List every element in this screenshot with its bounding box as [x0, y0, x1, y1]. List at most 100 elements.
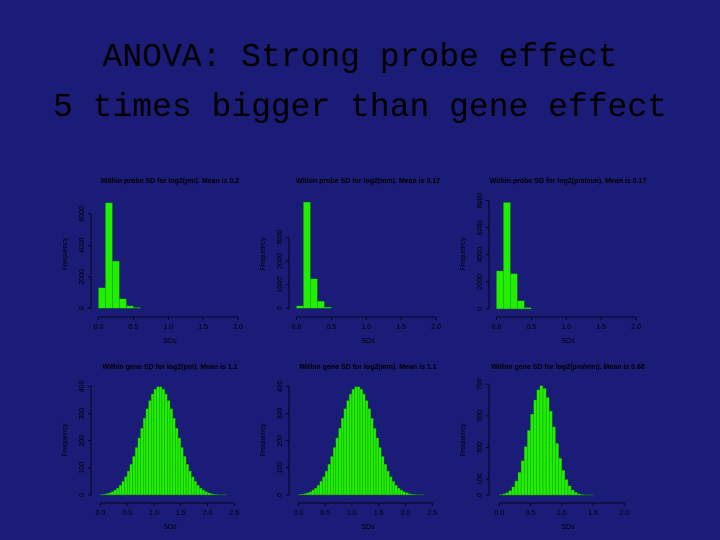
x-tick-label: 0.0: [293, 510, 303, 517]
histogram-bar: [324, 470, 329, 496]
x-tick-label: 1.5: [596, 324, 606, 331]
histogram-bar: [177, 437, 181, 496]
histogram-bar: [555, 443, 559, 496]
y-axis-label: Frequency: [62, 423, 69, 457]
histogram-bar: [143, 417, 147, 496]
x-tick-label: 1.0: [347, 510, 357, 517]
x-axis-label: SDs: [163, 338, 177, 345]
x-tick-label: 1.5: [396, 324, 406, 331]
histogram-bar: [558, 458, 562, 496]
histogram-bar: [137, 437, 141, 496]
histogram-bar: [134, 447, 139, 496]
histogram-bar: [319, 481, 323, 496]
x-axis-label: SDs: [163, 524, 177, 531]
y-tick-label: 0: [477, 493, 484, 497]
y-tick-label: 8000: [477, 193, 484, 209]
histogram-bar: [561, 470, 566, 496]
histogram-bar: [335, 437, 339, 496]
histogram-bar: [378, 447, 382, 496]
histogram-bar: [351, 388, 355, 496]
histogram-bar: [169, 408, 173, 496]
histogram-bar: [311, 489, 315, 496]
x-tick-label: 0.0: [95, 510, 105, 517]
histogram-bar: [373, 428, 377, 496]
x-tick-label: 2.5: [229, 510, 239, 517]
x-tick-label: 0.0: [292, 324, 302, 331]
x-tick-label: 1.5: [588, 510, 598, 517]
histogram-bar: [510, 273, 518, 310]
y-tick-label: 100: [79, 462, 86, 474]
y-tick-label: 300: [79, 408, 86, 420]
y-tick-label: 500: [477, 410, 484, 422]
histogram-bar: [112, 260, 120, 309]
histogram-bar: [508, 490, 512, 496]
y-tick-label: 0: [79, 306, 86, 310]
x-axis-label: SDs: [561, 524, 575, 531]
y-tick-label: 4000: [477, 247, 484, 263]
slide-title: ANOVA: Strong probe effect: [103, 39, 618, 76]
y-axis-label: Frequency: [260, 237, 267, 271]
histogram-bar: [102, 493, 106, 496]
histogram-bar: [314, 487, 318, 496]
histogram-bar: [98, 287, 106, 309]
histogram-bar: [349, 393, 353, 496]
y-tick-label: 300: [477, 442, 484, 454]
histogram-bar: [367, 408, 371, 496]
histogram-panel: Within probe SD for log2(pm/mm). Mean is…: [460, 178, 646, 345]
x-tick-label: 1.5: [198, 324, 208, 331]
histogram-bar: [327, 464, 331, 496]
histogram-bar: [354, 386, 358, 496]
histogram-bar: [116, 487, 120, 496]
histogram-bar: [132, 456, 136, 496]
histogram-bar: [394, 484, 398, 496]
histogram-bar: [159, 386, 163, 496]
histogram-bar: [386, 470, 390, 496]
y-axis-label: Frequency: [260, 423, 267, 457]
histogram-bar: [148, 400, 152, 496]
histogram-bar: [212, 493, 216, 496]
x-axis-label: SDs: [361, 524, 375, 531]
y-tick-label: 0: [277, 493, 284, 497]
y-tick-label: 2000: [79, 269, 86, 285]
histogram-bar: [193, 481, 197, 496]
histogram-bar: [100, 494, 104, 496]
histogram-bar: [113, 489, 117, 496]
x-tick-label: 0.5: [320, 510, 330, 517]
histogram-bar: [110, 491, 114, 496]
x-tick-label: 1.0: [561, 324, 571, 331]
histogram-bar: [549, 410, 553, 496]
x-tick-label: 1.0: [557, 510, 567, 517]
histogram-bar: [341, 417, 345, 496]
histogram-bar: [577, 493, 581, 496]
y-tick-label: 1000: [277, 277, 284, 293]
x-tick-label: 0.5: [129, 324, 139, 331]
histogram-bar: [397, 487, 401, 496]
x-tick-label: 0.0: [94, 324, 104, 331]
slide-title: 5 times bigger than gene effect: [53, 89, 667, 126]
x-tick-label: 2.5: [427, 510, 437, 517]
histogram-bar: [362, 393, 366, 496]
histogram-bar: [539, 385, 544, 496]
histogram-bar: [542, 388, 547, 496]
histogram-bar: [164, 393, 168, 496]
y-tick-label: 0: [477, 307, 484, 311]
histogram-bar: [151, 393, 155, 496]
histogram-bar: [196, 484, 200, 496]
histogram-panel: Within probe SD for log2(mm). Mean is 0.…: [260, 178, 441, 345]
histogram-bar: [191, 476, 195, 496]
y-tick-label: 4000: [79, 237, 86, 253]
x-tick-label: 0.5: [527, 324, 537, 331]
histogram-bar: [175, 428, 179, 496]
histogram-bar: [133, 307, 141, 309]
histogram-bar: [105, 202, 113, 309]
y-tick-label: 6000: [477, 220, 484, 236]
histogram-bar: [153, 388, 157, 496]
chart-title: Within probe SD for log2(pm/mm). Mean is…: [490, 178, 647, 185]
histogram-bar: [316, 484, 320, 496]
y-tick-label: 200: [277, 435, 284, 447]
histogram-bar: [517, 472, 522, 496]
y-axis-label: Frequency: [62, 237, 69, 271]
histogram-bar: [359, 388, 363, 496]
x-tick-label: 2.0: [631, 324, 641, 331]
histogram-bar: [204, 491, 208, 496]
